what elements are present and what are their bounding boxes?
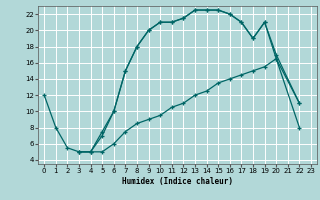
X-axis label: Humidex (Indice chaleur): Humidex (Indice chaleur) [122, 177, 233, 186]
